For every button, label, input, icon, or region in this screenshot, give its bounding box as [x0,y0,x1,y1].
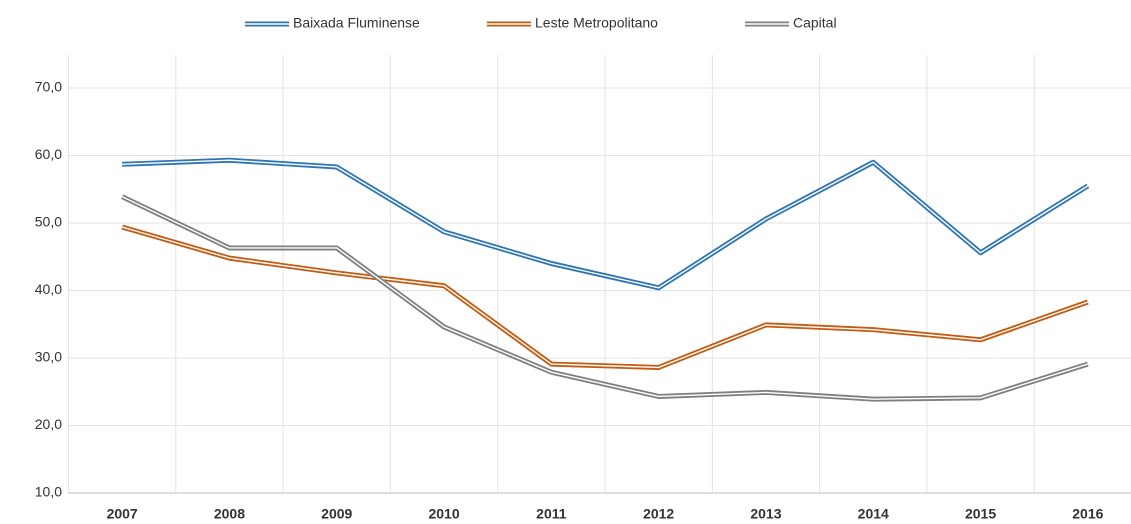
x-tick-label: 2011 [536,506,567,522]
legend-label: Baixada Fluminense [293,15,420,31]
legend-label: Leste Metropolitano [535,15,658,31]
x-tick-label: 2010 [428,506,459,522]
y-tick-label: 20,0 [35,416,62,432]
x-tick-label: 2016 [1072,506,1103,522]
x-tick-label: 2015 [965,506,996,522]
y-tick-label: 10,0 [35,484,62,500]
y-tick-label: 40,0 [35,281,62,297]
y-tick-label: 60,0 [35,146,62,162]
x-tick-label: 2007 [107,506,138,522]
y-tick-label: 70,0 [35,79,62,95]
y-tick-label: 50,0 [35,214,62,230]
x-tick-label: 2013 [750,506,781,522]
series-line-inner [122,159,1089,289]
x-tick-label: 2014 [858,506,889,522]
series-line-inner [121,226,1089,369]
legend-label: Capital [793,15,837,31]
x-tick-label: 2012 [643,506,674,522]
series-line-inner [121,196,1089,400]
y-tick-label: 30,0 [35,349,62,365]
x-tick-label: 2009 [321,506,352,522]
x-tick-label: 2008 [214,506,245,522]
